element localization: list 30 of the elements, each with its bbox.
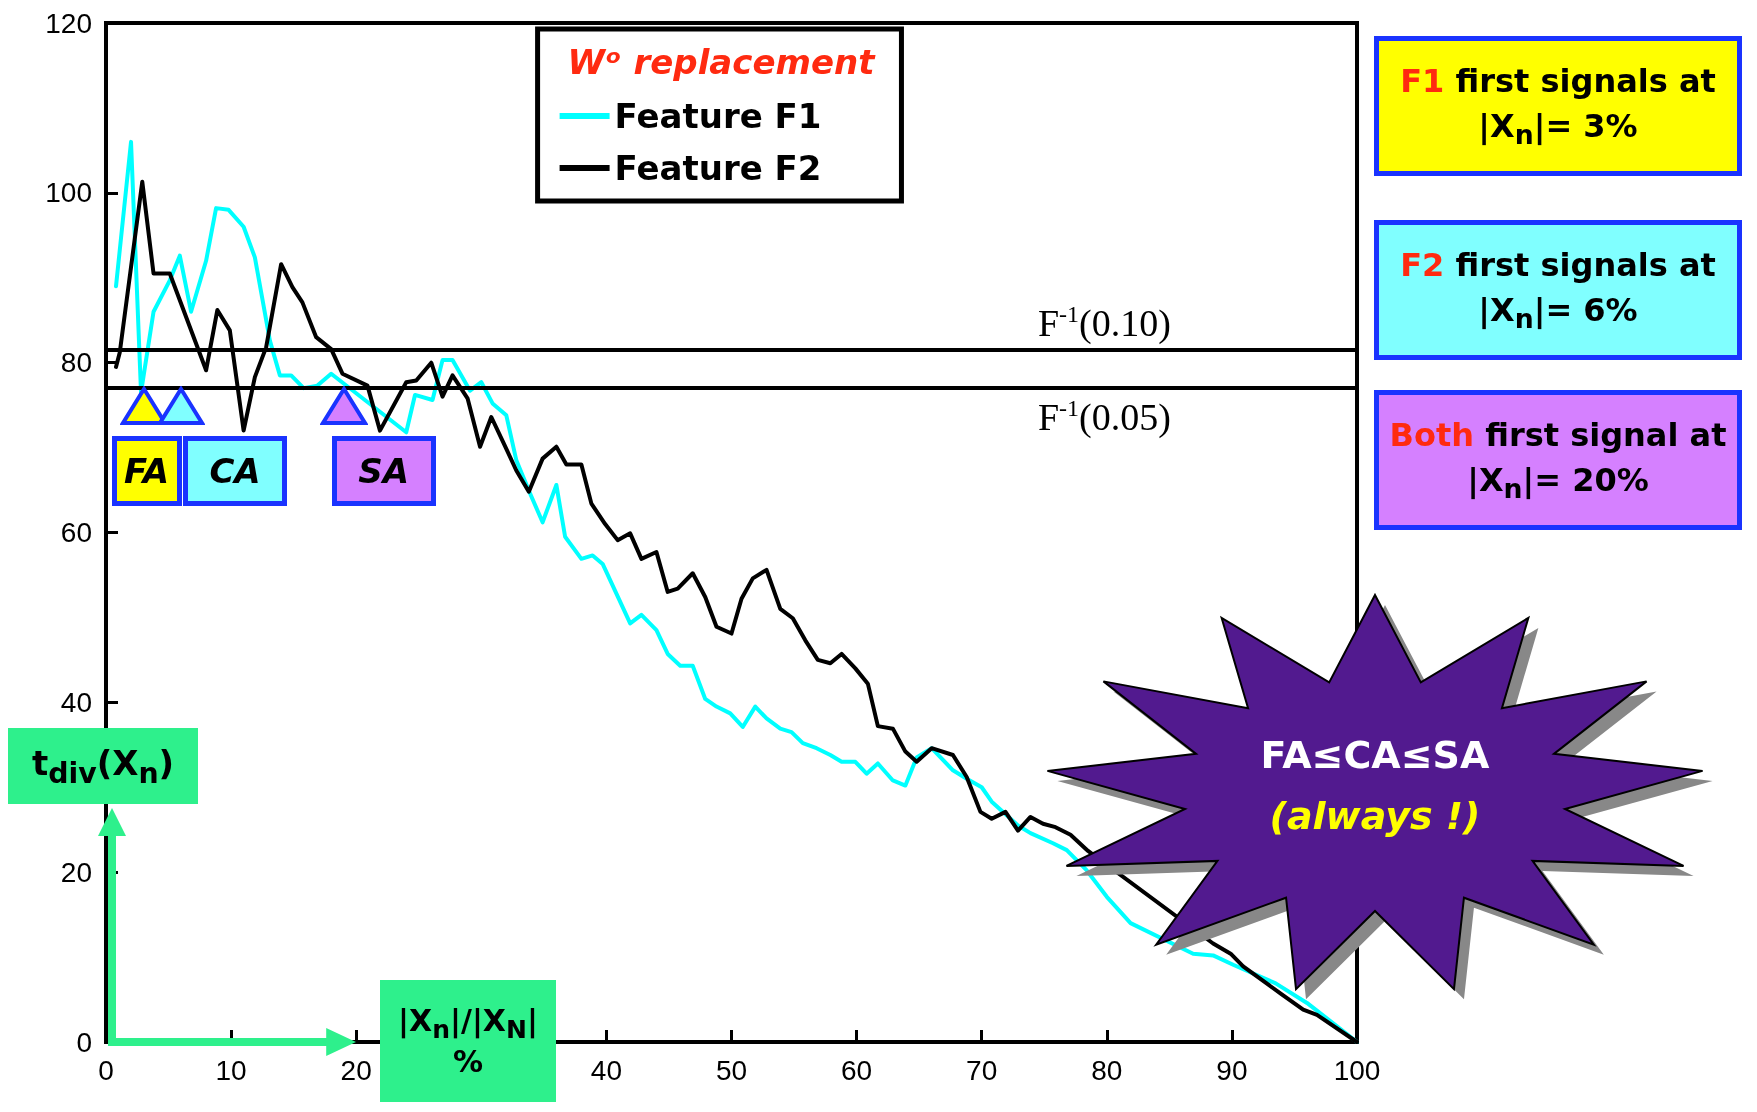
x-tick-label: 100	[1333, 1054, 1381, 1086]
annotation: SA	[331, 436, 436, 507]
y-tick-label: 60	[60, 517, 92, 548]
annotation: FA≤CA≤SA	[1259, 732, 1491, 779]
legend-title: Wᵒ replacement	[567, 42, 877, 82]
y-axis-title: t$_{div}$(X$_{n}$)	[31, 742, 175, 790]
y-tick-label: 80	[60, 347, 92, 379]
y-tick-label: 20	[60, 856, 92, 888]
x-tick-label: 60	[841, 1054, 873, 1086]
x-tick-label: 50	[715, 1054, 748, 1086]
y-tick-label: 0	[76, 1026, 92, 1058]
y-tick-label: 40	[60, 686, 92, 718]
y-tick-label: 120	[45, 7, 92, 39]
legend-label: Feature F1	[614, 96, 822, 136]
y-tick-label: 100	[45, 177, 92, 209]
x-tick-label: 40	[590, 1054, 622, 1086]
text: F1 first signals at |X$_{n}$|= 3%	[1399, 60, 1717, 152]
x-tick-label: 0	[98, 1054, 114, 1086]
legend-label: Feature F2	[614, 148, 822, 188]
x-tick-label: 90	[1216, 1054, 1248, 1086]
x-tick-label: 70	[966, 1054, 998, 1086]
x-tick-label: 80	[1091, 1054, 1123, 1086]
x-tick-label: 20	[340, 1054, 372, 1086]
text: Both first signal at |X$_{n}$|= 20%	[1388, 414, 1728, 506]
x-tick-label: 10	[215, 1054, 247, 1086]
text: F2 first signals at |X$_{n}$|= 6%	[1399, 244, 1717, 336]
annotation: (always !)	[1268, 792, 1482, 840]
text: |X$_{n}$|/|X$_{N}$| %	[398, 1003, 538, 1079]
annotation: CA	[183, 436, 288, 507]
annotation: FA	[111, 436, 182, 507]
